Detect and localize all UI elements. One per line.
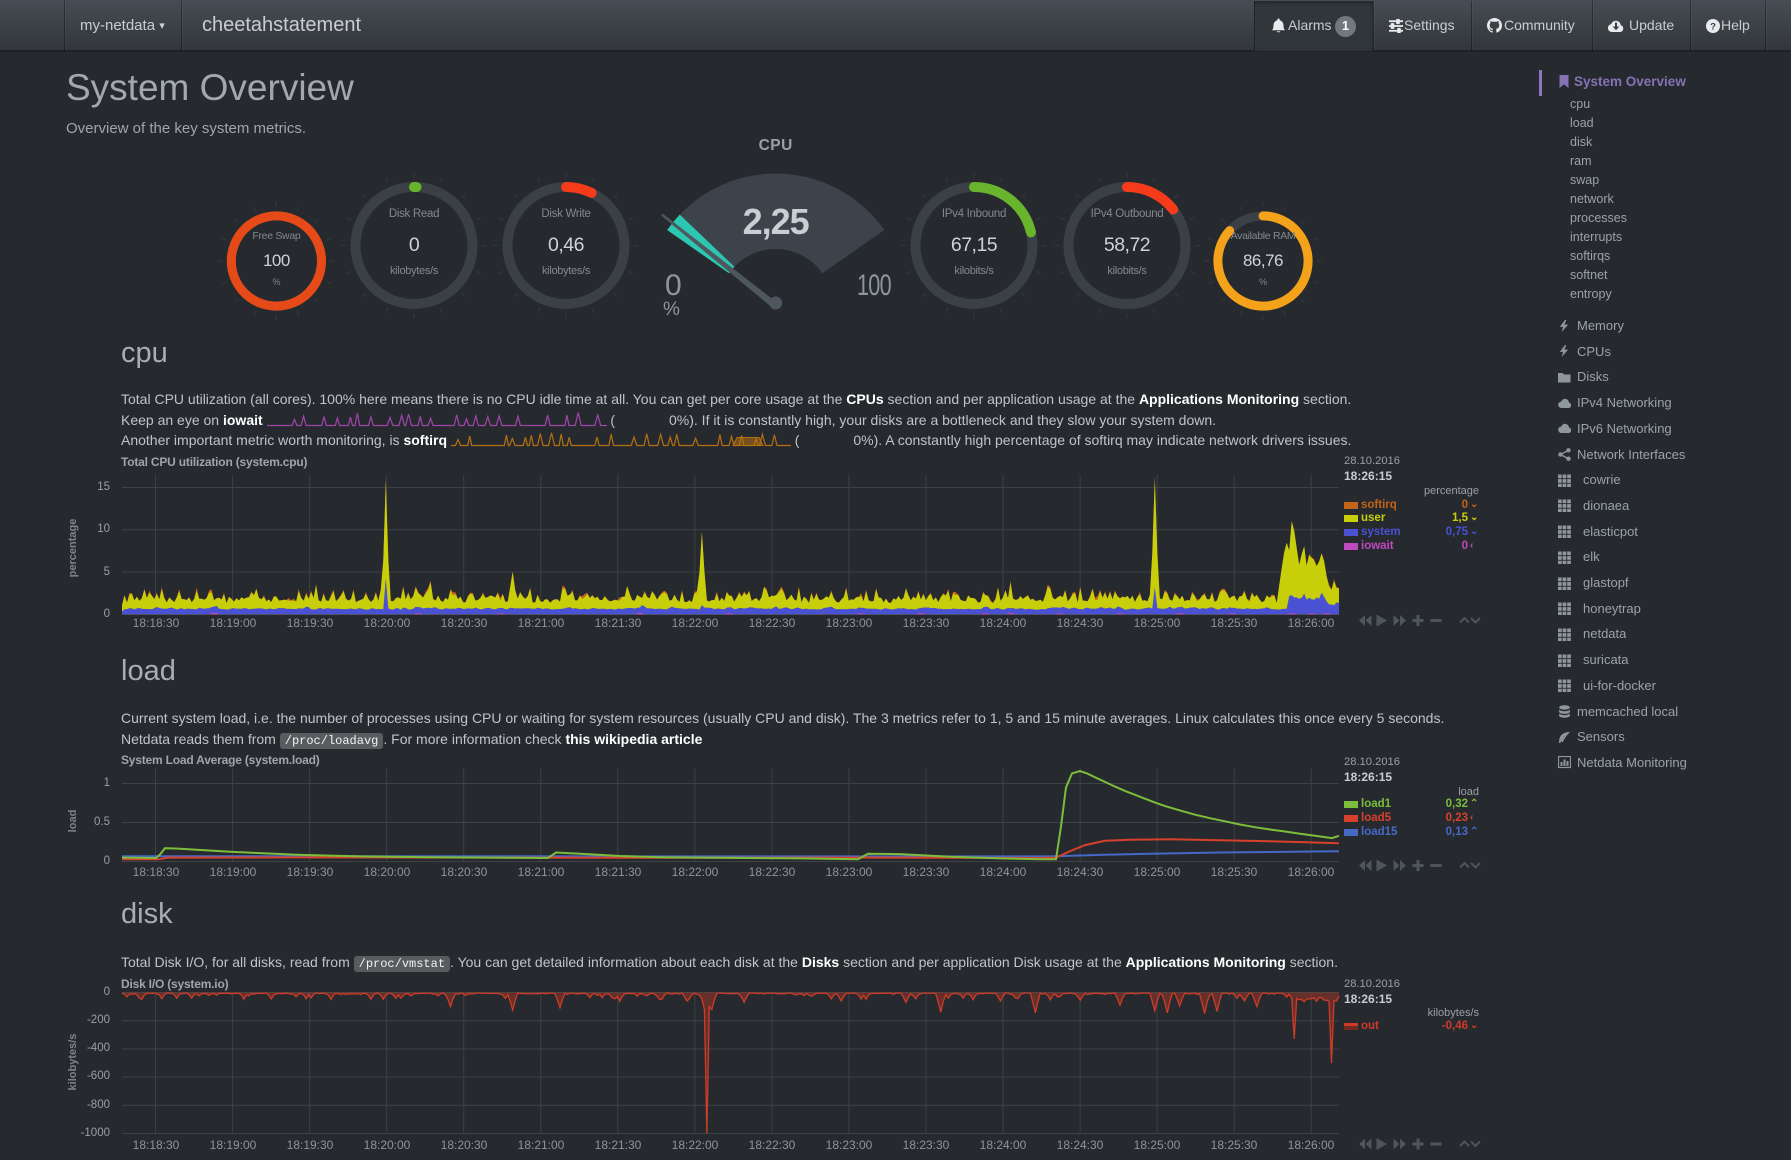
svg-text:?: ? — [1710, 22, 1716, 33]
